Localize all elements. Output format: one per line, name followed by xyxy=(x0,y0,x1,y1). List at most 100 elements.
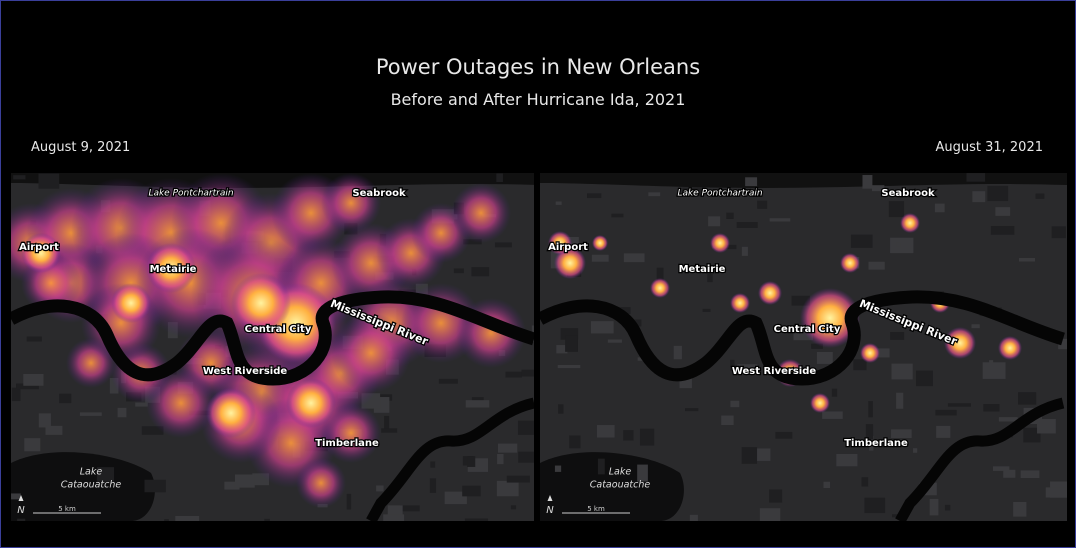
texture xyxy=(868,261,885,270)
texture xyxy=(682,187,703,197)
light-glow xyxy=(331,313,411,393)
light-hot xyxy=(860,343,880,363)
texture xyxy=(141,426,164,435)
texture xyxy=(444,491,467,505)
place-label: West Riverside xyxy=(732,366,817,377)
texture xyxy=(769,218,791,222)
light-hot xyxy=(286,378,336,428)
north-label: N xyxy=(546,505,554,516)
texture xyxy=(702,308,711,312)
texture xyxy=(864,497,886,514)
place-label: Lake Pontchartrain xyxy=(148,189,233,199)
texture xyxy=(438,378,458,384)
light-hot xyxy=(231,273,291,333)
texture xyxy=(745,177,758,187)
texture xyxy=(721,415,734,426)
texture xyxy=(399,505,420,512)
texture xyxy=(1020,470,1040,479)
texture xyxy=(730,359,735,371)
texture xyxy=(992,466,1010,471)
texture xyxy=(913,448,918,453)
lake-label: Lake xyxy=(80,467,103,478)
light-hot xyxy=(592,235,608,251)
texture xyxy=(741,246,748,256)
texture xyxy=(506,475,530,483)
texture xyxy=(972,191,986,203)
texture xyxy=(891,363,913,380)
light-hot xyxy=(730,293,750,313)
place-label: Timberlane xyxy=(844,438,908,449)
texture xyxy=(518,451,534,463)
light-hot xyxy=(146,243,196,293)
texture xyxy=(465,400,490,408)
texture xyxy=(1023,427,1041,443)
texture xyxy=(384,415,390,429)
subtitle: Before and After Hurricane Ida, 2021 xyxy=(390,90,686,109)
texture xyxy=(497,453,504,465)
texture xyxy=(430,461,436,468)
texture xyxy=(175,515,200,521)
texture xyxy=(23,373,44,386)
north-arrow xyxy=(547,495,553,501)
texture xyxy=(871,185,885,192)
texture xyxy=(689,514,698,521)
place-label: Airport xyxy=(548,242,588,253)
texture xyxy=(1003,469,1016,478)
texture xyxy=(462,485,481,497)
texture xyxy=(936,425,951,438)
texture xyxy=(494,242,512,248)
texture xyxy=(736,221,758,229)
texture xyxy=(1051,226,1066,239)
texture xyxy=(24,438,41,452)
texture xyxy=(117,407,127,418)
texture xyxy=(346,493,352,510)
texture xyxy=(264,518,270,521)
texture xyxy=(850,234,873,248)
texture xyxy=(775,431,793,439)
texture xyxy=(505,371,522,378)
texture xyxy=(79,412,102,416)
texture xyxy=(896,242,901,247)
texture xyxy=(623,430,634,441)
texture xyxy=(510,505,517,510)
light-hot xyxy=(944,327,976,359)
light-hot xyxy=(840,253,860,273)
texture xyxy=(381,428,398,433)
light-hot xyxy=(554,247,586,279)
texture xyxy=(45,425,63,435)
place-label: Lake Pontchartrain xyxy=(677,189,762,199)
texture xyxy=(656,267,664,282)
texture xyxy=(890,331,905,340)
north-arrow xyxy=(18,495,24,501)
texture xyxy=(555,201,562,205)
light-glow xyxy=(451,183,511,243)
texture xyxy=(862,175,873,189)
texture xyxy=(11,493,21,500)
north-label: N xyxy=(17,505,25,516)
texture xyxy=(822,411,843,419)
texture xyxy=(753,448,771,461)
texture xyxy=(1058,338,1067,350)
texture xyxy=(673,345,682,360)
texture xyxy=(1037,419,1056,434)
texture xyxy=(831,388,838,397)
texture xyxy=(995,207,1011,216)
texture xyxy=(741,447,758,464)
texture xyxy=(569,435,581,449)
map: Lake Pontchartrain Seabrook Airport Metairi… xyxy=(540,173,1067,521)
texture xyxy=(892,514,901,518)
texture xyxy=(11,387,21,402)
texture xyxy=(1045,487,1066,498)
place-label: Central City xyxy=(245,324,312,335)
light-hot xyxy=(111,283,151,323)
texture xyxy=(947,403,971,407)
texture xyxy=(517,420,534,435)
texture xyxy=(135,402,148,407)
lake-cataouatche xyxy=(11,452,155,521)
texture xyxy=(38,413,51,428)
light-glow xyxy=(321,403,381,463)
texture xyxy=(869,435,874,451)
river xyxy=(540,290,1065,386)
texture xyxy=(26,336,42,342)
